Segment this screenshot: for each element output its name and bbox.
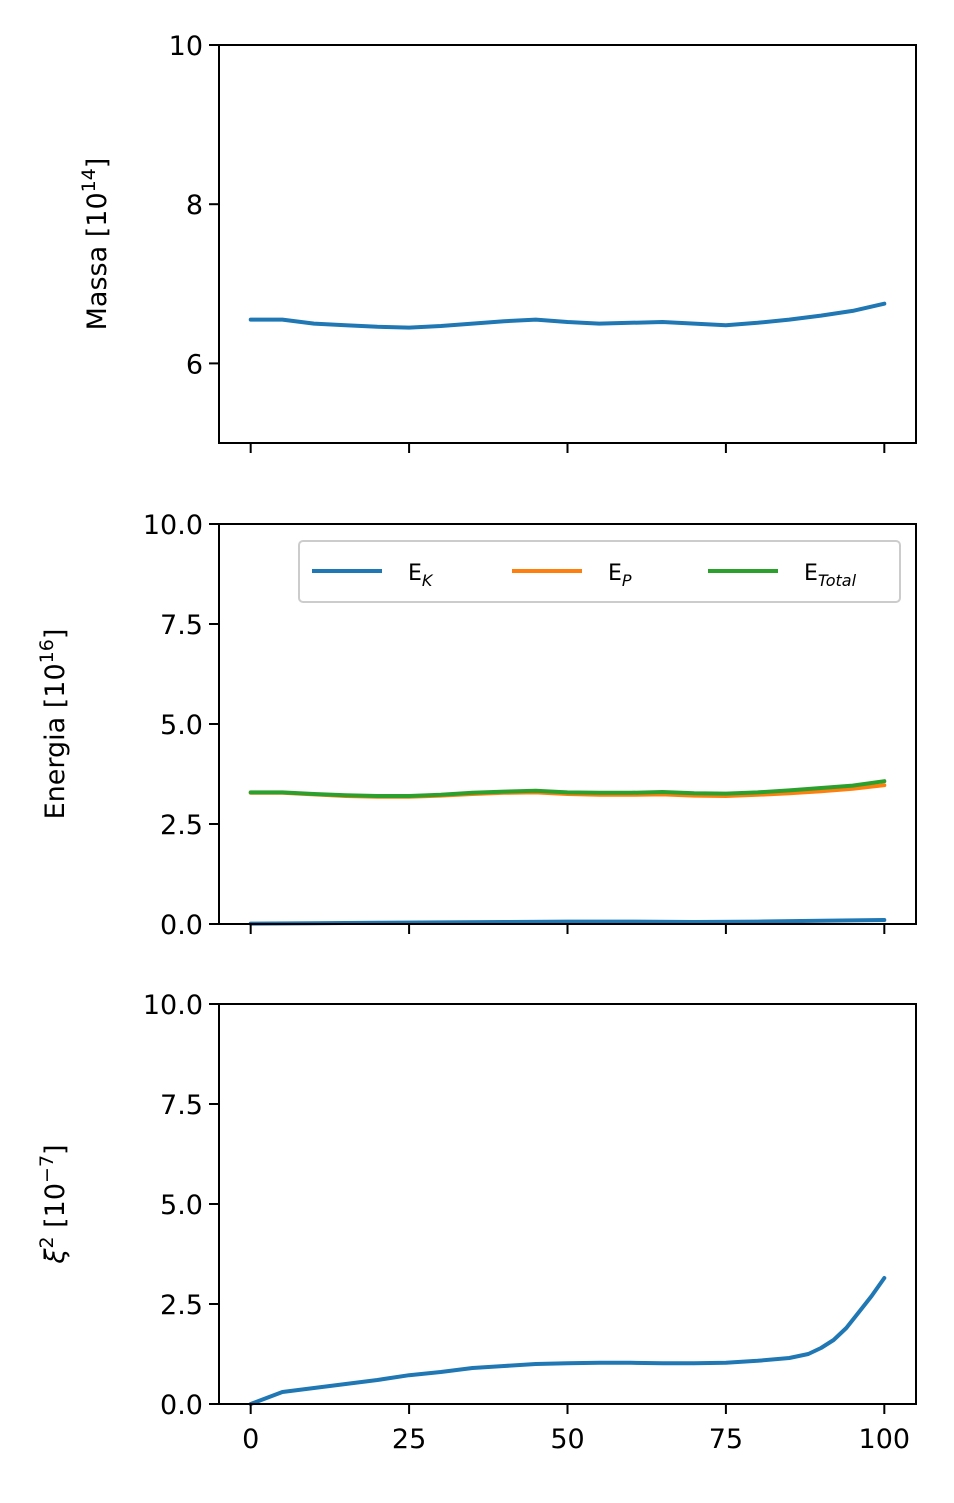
x-tick-label: 100 [859,1424,911,1455]
series-line-0 [248,301,887,330]
x-tick-label: 25 [392,1424,426,1455]
mass-panel: 6 8 10 Massa [1014] [78,31,917,453]
y-tick-label: 10 [169,31,203,62]
energy-panel: 0.0 2.5 5.0 7.5 10.0 Energia [1016] EK EP ETotal [36,510,917,941]
series-line-2 [248,779,887,798]
y-tick-label: 0.0 [160,910,203,941]
y-axis-label: Massa [1014] [78,158,113,331]
legend-box [298,540,901,603]
legend: EK EP ETotal [298,540,901,603]
y-axis-label: ξ2 [10−7] [36,1144,71,1264]
y-tick-label: 2.5 [160,810,203,841]
x-tick-label: 75 [709,1424,743,1455]
x-tick-label: 50 [550,1424,584,1455]
plot-frame [218,44,917,444]
y-tick-label: 8 [186,190,203,221]
y-tick-label: 0.0 [160,1390,203,1421]
y-tick-label: 7.5 [160,1090,203,1121]
legend-label-1: EP [608,561,632,590]
y-tick-label: 5.0 [160,710,203,741]
y-tick-label: 5.0 [160,1190,203,1221]
plot-frame [218,1003,917,1405]
y-tick-label: 7.5 [160,610,203,641]
y-axis-label: Energia [1016] [36,629,71,820]
series-line-0 [248,1276,887,1406]
y-tick-label: 10.0 [143,510,203,541]
legend-label-2: ETotal [804,561,857,590]
legend-label-0: EK [408,561,434,590]
y-tick-label: 10.0 [143,990,203,1021]
xi-squared-panel: 0.0 2.5 5.0 7.5 10.0 0 25 50 75 100 ξ2 [10−7] [36,990,917,1455]
y-tick-label: 2.5 [160,1290,203,1321]
y-tick-label: 6 [186,349,203,380]
series-line-0 [248,918,887,926]
x-tick-label: 0 [242,1424,259,1455]
